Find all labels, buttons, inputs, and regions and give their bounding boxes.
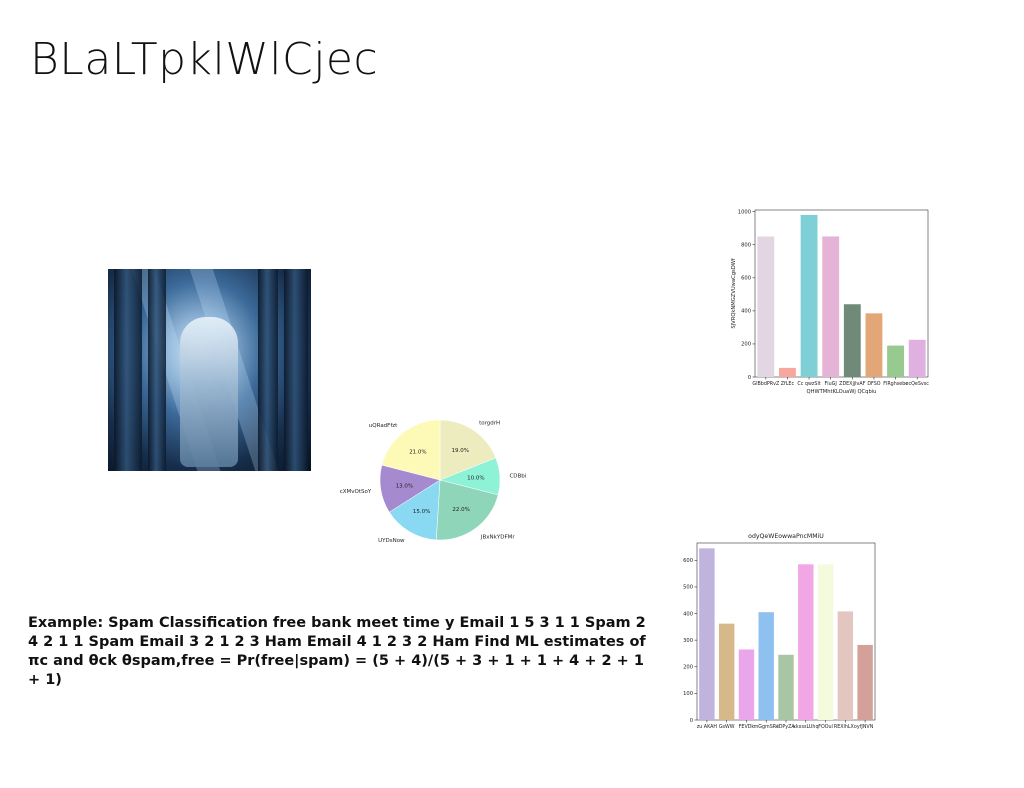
y-tick-label: 400: [741, 309, 751, 315]
x-tick-label: FluGJ: [825, 381, 837, 387]
pie-slice-label: uQRadFfzt: [369, 423, 398, 429]
y-tick-label: 400: [683, 611, 693, 617]
pie-slice: [388, 479, 441, 541]
x-tick-label: FlRghsebc: [883, 381, 908, 387]
x-tick-label: ecQeSvsc: [906, 381, 930, 387]
bar: [837, 611, 854, 720]
pie-value-label: 19.0%: [451, 448, 468, 454]
y-tick-label: 800: [741, 243, 751, 249]
pie-value-label: 15.0%: [413, 509, 430, 515]
bar-chart-bottom: 0 100 200 300 400 500 600 zu AKAH GsWW FEVDk mGgmS…: [680, 530, 880, 735]
x-tick-label: REXlhLXo: [834, 724, 857, 730]
y-tick-label: 600: [741, 276, 751, 282]
y-tick-label: 0: [690, 718, 693, 724]
pie-slice-label: CDBbi: [509, 474, 526, 480]
y-tick-label: 600: [683, 558, 693, 564]
x-tick-label: xkxssLUhq: [793, 724, 818, 730]
x-tick-label: mGgmSRe: [754, 724, 779, 730]
x-tick-label: FEVDk: [739, 724, 755, 730]
bar: [857, 644, 873, 720]
bar: [778, 654, 794, 720]
x-tick-label: DFSO: [867, 381, 880, 387]
x-tick-label: zu AKAH: [697, 724, 718, 730]
bar: [699, 548, 715, 720]
x-tick-label: IDPyZA: [777, 724, 795, 730]
bar: [887, 345, 904, 377]
pie-slice-label: JBxNkYDFMr: [480, 534, 515, 540]
bar: [718, 623, 735, 720]
pie-slice-label: torgdrH: [479, 420, 500, 426]
pie-value-label: 10.0%: [467, 476, 484, 482]
x-tick-label: ZfLEc: [781, 381, 795, 387]
bar: [822, 236, 840, 377]
x-axis-label: QHWTMhtKLOuaWj QCqbiu: [807, 389, 877, 395]
pie-value-label: 22.0%: [452, 507, 469, 513]
bar: [843, 304, 861, 377]
pie-slice-label: cXMvOtSoY: [340, 489, 372, 495]
x-tick-label: Cc qwzSlt: [797, 381, 820, 387]
y-tick-label: 100: [683, 691, 693, 697]
x-tick-label: GIBbdPRvZ: [752, 381, 780, 387]
y-tick-label: 200: [741, 342, 751, 348]
bar: [798, 564, 814, 720]
bar-chart-top: 0 200 400 600 800 1000 GIBbdPRvZ ZfLEc Cc qwzSlt…: [730, 205, 935, 400]
pie-slice: [381, 419, 441, 481]
bar: [817, 564, 834, 720]
y-tick-label: 500: [683, 585, 693, 591]
x-tick-label: yfJNVN: [857, 724, 874, 730]
bar: [757, 236, 775, 377]
statue-photo: [108, 269, 311, 471]
pie-value-label: 13.0%: [396, 484, 413, 490]
y-tick-label: 0: [748, 375, 751, 381]
bar: [908, 339, 926, 377]
bar: [865, 313, 883, 377]
x-tick-label: ZDEXjjIvAF: [839, 381, 865, 387]
y-tick-label: 200: [683, 665, 693, 671]
pie-slice-label: UYDsNow: [378, 538, 405, 544]
pie-chart: torgdrH 19.0% CDBbi 10.0% JBxNkYDFMr 22.0% UYD…: [330, 395, 550, 565]
bar: [758, 612, 774, 720]
x-tick-label: FOOul: [818, 724, 833, 730]
chart-title: odyQeWEowwaPncMMiU: [748, 533, 824, 540]
body-text: Example: Spam Classification free bank m…: [28, 615, 646, 688]
pie-slice: [435, 479, 499, 541]
bar: [800, 214, 818, 377]
bar: [738, 649, 755, 720]
y-axis-label: SJVRQkNMGZVUwaCgsDWf: [731, 258, 737, 329]
x-tick-label: GsWW: [719, 724, 735, 730]
slide-title: BLaLTpklWlCjec: [30, 34, 379, 85]
plot-frame: [754, 209, 929, 378]
pie-slice: [439, 419, 497, 481]
y-tick-label: 300: [683, 638, 693, 644]
bar: [779, 367, 796, 377]
y-tick-label: 1000: [738, 209, 751, 215]
pie-value-label: 21.0%: [409, 450, 426, 456]
